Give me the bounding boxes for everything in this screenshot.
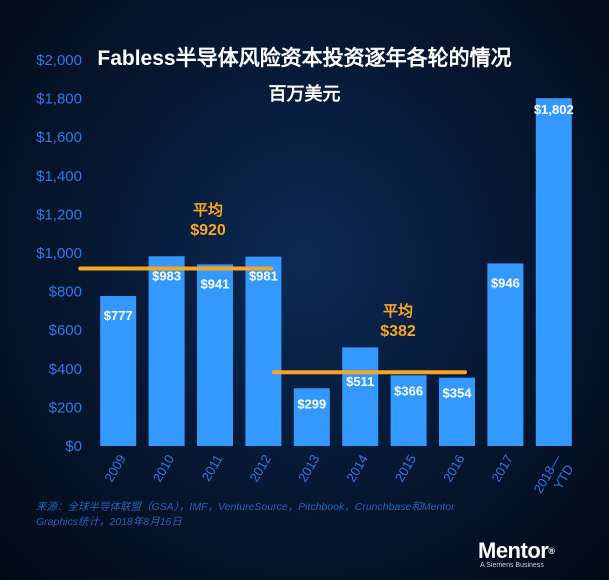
x-tick-label: 2010 — [150, 452, 177, 485]
logo-registered-mark: ® — [548, 546, 555, 556]
bar-value-label: $354 — [443, 386, 473, 401]
average-value-label: $920 — [190, 222, 226, 239]
bar-value-label: $1,802 — [534, 102, 574, 117]
x-tick-label: 2015 — [392, 452, 419, 485]
y-tick-label: $400 — [49, 361, 82, 378]
y-tick-label: $1,600 — [36, 129, 82, 146]
y-tick-label: $800 — [49, 284, 82, 301]
average-value-label: $382 — [380, 323, 416, 340]
bar — [535, 98, 572, 447]
x-tick-label: 2009 — [101, 452, 128, 485]
bar-value-label: $777 — [104, 308, 133, 323]
bar-value-label: $299 — [297, 396, 326, 411]
bar-value-label: $366 — [394, 383, 423, 398]
bar-value-label: $511 — [346, 374, 374, 389]
average-label: 平均 — [193, 201, 223, 219]
bar-value-label: $981 — [249, 269, 278, 284]
y-tick-label: $1,000 — [36, 245, 82, 262]
logo-tagline: A Siemens Business — [480, 562, 544, 569]
bar-value-label: $983 — [152, 268, 181, 283]
chart-subtitle: 百万美元 — [268, 84, 341, 104]
y-tick-label: $1,400 — [36, 168, 82, 185]
bar-value-label: $941 — [201, 276, 230, 291]
bar — [197, 264, 233, 446]
x-tick-label: 2016 — [440, 452, 467, 485]
bar — [439, 377, 475, 446]
x-tick-label: 2017 — [489, 452, 516, 485]
bar — [342, 347, 379, 446]
y-tick-label: $0 — [65, 438, 82, 455]
mentor-logo: Mentor® A Siemens Business — [478, 538, 588, 570]
bar — [148, 256, 185, 446]
x-tick-label: 2013 — [295, 452, 322, 485]
bar-value-label: $946 — [491, 275, 520, 290]
x-tick-label: 2012 — [247, 452, 274, 485]
y-tick-label: $600 — [49, 322, 82, 339]
source-note: 来源：全球半导体联盟（GSA），IMF，VentureSource，Pitchb… — [36, 501, 455, 528]
bar — [293, 388, 330, 446]
y-tick-label: $1,800 — [36, 91, 82, 108]
bar — [390, 375, 427, 446]
chart-title: Fabless半导体风险资本投资逐年各轮的情况 — [97, 47, 512, 70]
x-tick-label: 2011 — [199, 452, 226, 484]
y-tick-label: $1,200 — [36, 206, 82, 223]
bar — [245, 256, 282, 446]
x-tick-label: 2014 — [343, 452, 370, 485]
y-tick-label: $200 — [49, 399, 82, 416]
average-label: 平均 — [383, 302, 413, 320]
y-tick-label: $2,000 — [36, 52, 82, 69]
bar — [100, 296, 137, 446]
bar — [487, 263, 524, 446]
logo-word: Mentor — [478, 538, 549, 563]
